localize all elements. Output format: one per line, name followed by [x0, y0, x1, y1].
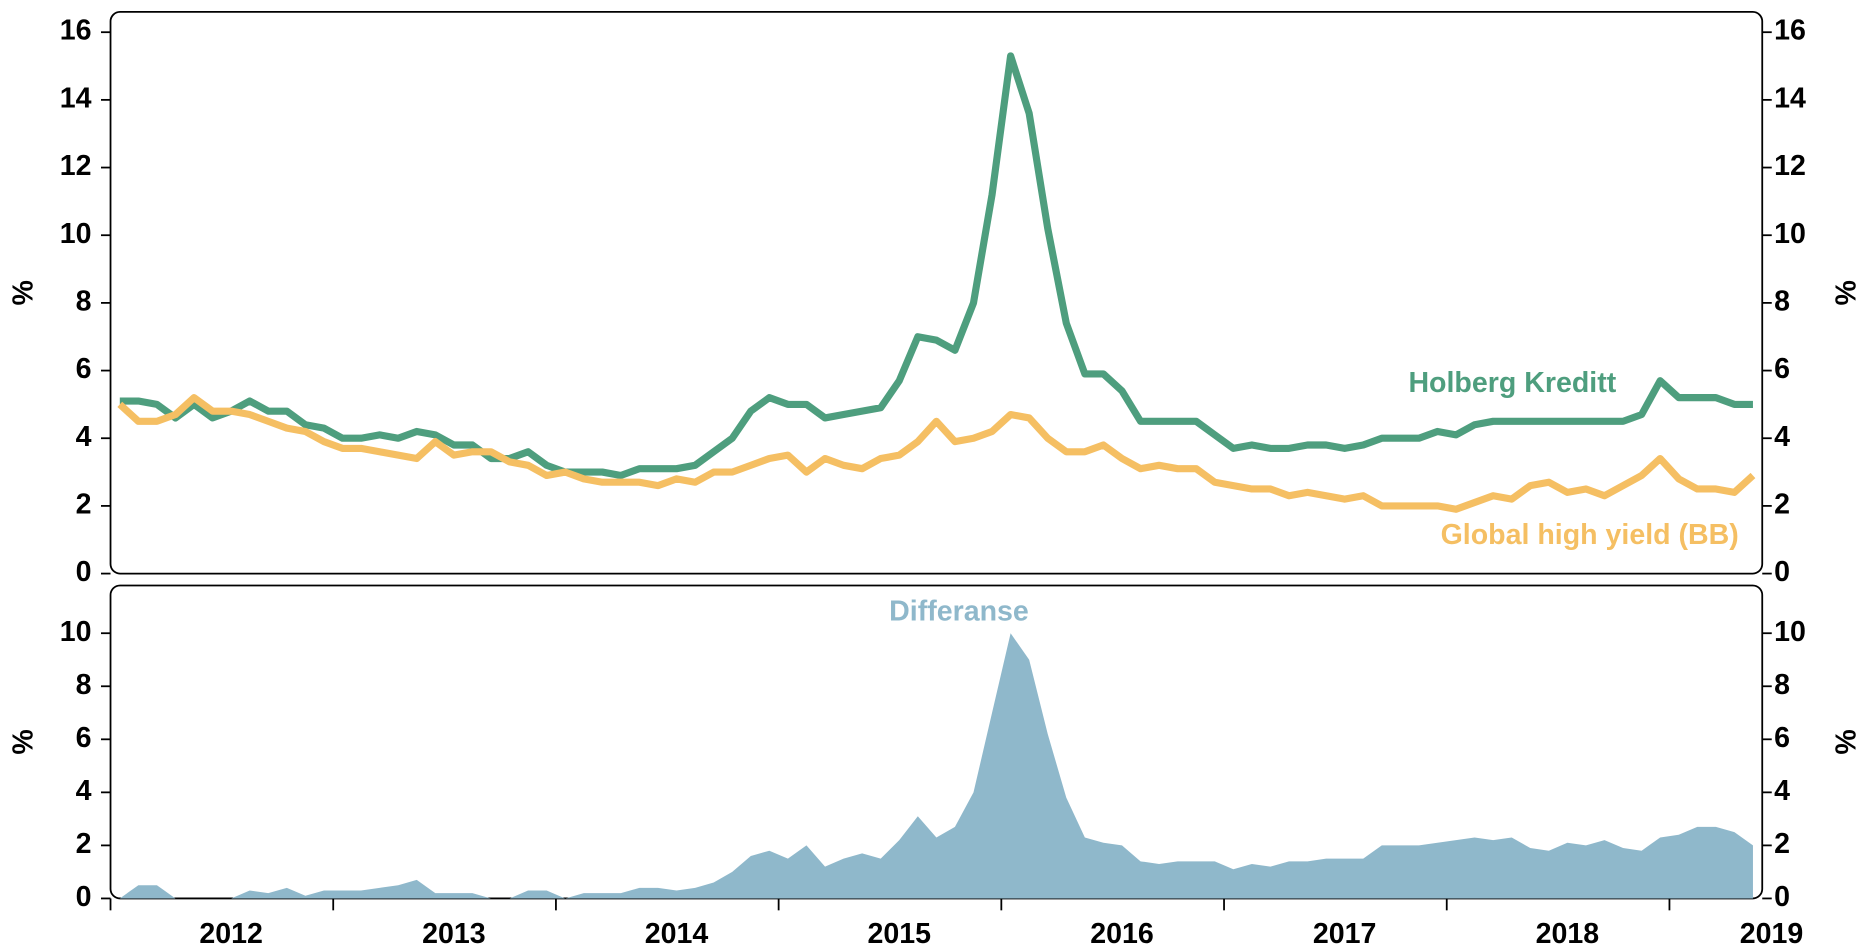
y-axis-label: % — [7, 280, 39, 305]
y-tick-label: 4 — [76, 421, 92, 453]
y-tick-label: 8 — [76, 285, 92, 317]
x-tick-label: 2019 — [1740, 918, 1804, 950]
series-line — [119, 52, 1753, 480]
y2-tick-label: 14 — [1774, 82, 1806, 114]
series-line — [117, 394, 1756, 513]
y2-tick-label: 8 — [1774, 669, 1790, 701]
top-panel-frame — [109, 11, 1764, 575]
x-tick-label: 2017 — [1313, 918, 1377, 950]
y-tick-label: 10 — [60, 616, 92, 648]
x-tick-label: 2013 — [422, 918, 486, 950]
y2-tick-label: 2 — [1774, 828, 1790, 860]
x-tick-label: 2015 — [868, 918, 932, 950]
y2-tick-label: 8 — [1774, 285, 1790, 317]
x-tick-label: 2018 — [1536, 918, 1600, 950]
y2-tick-label: 6 — [1774, 353, 1790, 385]
y-tick-label: 10 — [60, 218, 92, 250]
y-tick-label: 14 — [60, 82, 92, 114]
y-tick-label: 4 — [76, 775, 92, 807]
y-tick-label: 12 — [60, 150, 92, 182]
y2-tick-label: 2 — [1774, 488, 1790, 520]
plot-layer: 0 0 2 2 4 4 6 6 8 8 10 10 12 12 14 14 16 16% % 0 0 2 2 4 4 6 6 8 8 10… — [7, 15, 1862, 950]
y2-tick-label: 12 — [1774, 150, 1806, 182]
y2-tick-label: 10 — [1774, 616, 1806, 648]
y-tick-label: 0 — [76, 881, 92, 913]
y2-axis-label: % — [1830, 729, 1862, 754]
x-tick-label: 2012 — [199, 918, 263, 950]
series-area — [119, 633, 1753, 899]
y-tick-label: 0 — [76, 556, 92, 588]
y-tick-label: 2 — [76, 828, 92, 860]
series-label: Holberg Kreditt — [1408, 367, 1616, 399]
y2-tick-label: 16 — [1774, 15, 1806, 47]
series-label: Differanse — [889, 595, 1029, 627]
y-tick-label: 8 — [76, 669, 92, 701]
y-tick-label: 2 — [76, 488, 92, 520]
y2-tick-label: 10 — [1774, 218, 1806, 250]
y2-tick-label: 6 — [1774, 722, 1790, 754]
y-tick-label: 16 — [60, 15, 92, 47]
y-tick-label: 6 — [76, 722, 92, 754]
y2-tick-label: 4 — [1774, 775, 1790, 807]
x-tick-label: 2016 — [1090, 918, 1154, 950]
y-tick-label: 6 — [76, 353, 92, 385]
y2-axis-label: % — [1830, 280, 1862, 305]
y2-tick-label: 4 — [1774, 421, 1790, 453]
series-label: Global high yield (BB) — [1441, 519, 1739, 551]
y-axis-label: % — [7, 729, 39, 754]
y2-tick-label: 0 — [1774, 556, 1790, 588]
x-tick-label: 2014 — [645, 918, 709, 950]
y2-tick-label: 0 — [1774, 881, 1790, 913]
